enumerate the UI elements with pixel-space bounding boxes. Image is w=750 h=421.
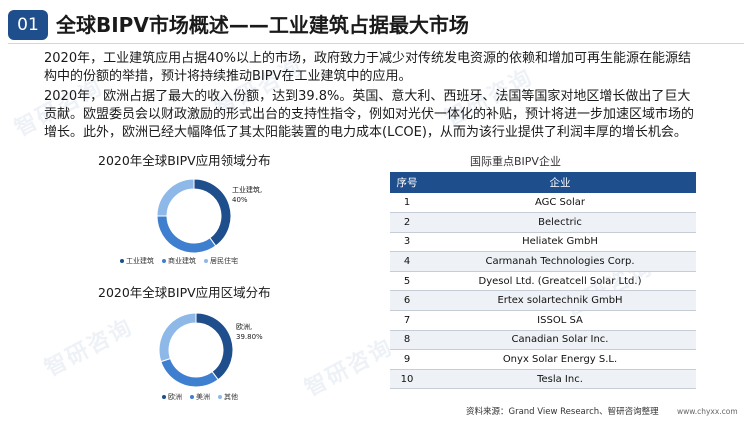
legend-label: 工业建筑 [126,257,154,265]
table-header-row: 序号 企业 [390,172,696,193]
chart-legend-region: 欧洲 美洲 其他 [162,392,238,402]
table-row: 2 Belectric [390,212,696,233]
page-title: 全球BIPV市场概述——工业建筑占据最大市场 [56,13,469,37]
donut-slice-0 [195,312,234,381]
paragraph-industrial: 2020年，工业建筑应用占据40%以上的市场，政府致力于减少对传统发电资源的依赖… [44,51,691,84]
row-company: Canadian Solar Inc. [424,330,696,351]
legend-item: 工业建筑 [120,256,154,266]
row-index: 6 [390,290,424,312]
legend-item: 其他 [218,392,238,402]
row-company: ISSOL SA [424,310,696,331]
row-company: Ertex solartechnik GmbH [424,290,696,312]
table-row: 5 Dyesol Ltd. (Greatcell Solar Ltd.) [390,271,696,292]
row-company: Belectric [424,212,696,233]
table-row: 3 Heliatek GmbH [390,232,696,253]
table-row: 6 Ertex solartechnik GmbH [390,290,696,312]
table-row: 10 Tesla Inc. [390,369,696,390]
row-index: 9 [390,349,424,370]
legend-dot-icon [162,259,166,263]
watermark: 智研咨询 [40,314,138,382]
row-company: Carmanah Technologies Corp. [424,251,696,272]
row-company: Dyesol Ltd. (Greatcell Solar Ltd.) [424,271,696,292]
row-index: 5 [390,271,424,292]
table-row: 7 ISSOL SA [390,310,696,331]
chart-title-application: 2020年全球BIPV应用领域分布 [98,153,271,168]
header-divider [8,43,744,44]
chart-legend-application: 工业建筑 商业建筑 居民住宅 [120,256,238,266]
table-row: 1 AGC Solar [390,193,696,214]
legend-dot-icon [204,259,208,263]
table-row: 9 Onyx Solar Energy S.L. [390,349,696,370]
paragraph-europe: 2020年，欧洲占据了最大的收入份额，达到39.8%。英国、意大利、西班牙、法国… [44,89,695,140]
row-index: 3 [390,232,424,253]
legend-label: 欧洲 [168,393,182,401]
section-number: 01 [8,10,48,40]
table-row: 8 Canadian Solar Inc. [390,330,696,351]
legend-item: 居民住宅 [204,256,238,266]
slice-label-line: 工业建筑, [232,186,263,194]
chart-title-region: 2020年全球BIPV应用区域分布 [98,285,271,300]
donut-slice-2 [158,312,197,363]
legend-dot-icon [190,395,194,399]
legend-label: 其他 [224,393,238,401]
table-title: 国际重点BIPV企业 [470,155,561,168]
row-company: AGC Solar [424,193,696,214]
legend-label: 商业建筑 [168,257,196,265]
row-index: 10 [390,369,424,390]
row-index: 1 [390,193,424,214]
donut-slice-1 [160,357,219,388]
company-table: 序号 企业 1 AGC Solar 2 Belectric 3 Heliatek Gm… [390,172,696,390]
row-index: 2 [390,212,424,233]
slice-label-line: 39.80% [236,333,263,341]
slice-label-line: 欧洲, [236,323,253,331]
donut-chart-application [156,178,232,254]
slice-label-industrial: 工业建筑, 40% [232,185,262,205]
donut-slice-1 [156,215,217,254]
watermark: 智研咨询 [300,334,398,402]
donut-chart-region [158,312,234,388]
row-company: Tesla Inc. [424,369,696,390]
table-row: 4 Carmanah Technologies Corp. [390,251,696,272]
slice-label-line: 40% [232,196,248,204]
header-index: 序号 [390,172,424,193]
row-index: 7 [390,310,424,331]
legend-item: 欧洲 [162,392,182,402]
legend-item: 美洲 [190,392,210,402]
header-company: 企业 [424,172,696,193]
legend-dot-icon [218,395,222,399]
legend-item: 商业建筑 [162,256,196,266]
legend-label: 美洲 [196,393,210,401]
legend-dot-icon [120,259,124,263]
row-index: 8 [390,330,424,351]
row-company: Heliatek GmbH [424,232,696,253]
donut-slice-2 [156,178,195,217]
row-index: 4 [390,251,424,272]
row-company: Onyx Solar Energy S.L. [424,349,696,370]
donut-slice-0 [193,178,232,247]
slice-label-europe: 欧洲, 39.80% [236,322,263,342]
legend-dot-icon [162,395,166,399]
legend-label: 居民住宅 [210,257,238,265]
source-note: 资料来源：Grand View Research、智研咨询整理 [466,407,659,417]
site-url: www.chyxx.com [677,407,738,416]
